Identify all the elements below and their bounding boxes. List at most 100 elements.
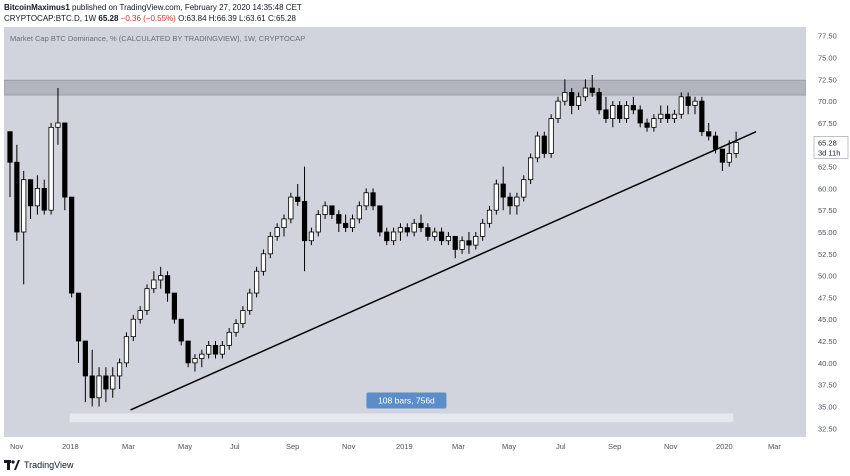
trendline[interactable] [130, 130, 757, 411]
candle-down [301, 201, 308, 242]
candle-down [103, 375, 109, 390]
price-tick-label: 55.00 [818, 228, 837, 237]
candle-down [89, 375, 95, 399]
candle-up [253, 270, 260, 294]
candle-down [665, 113, 671, 119]
candle-down [507, 196, 513, 207]
time-tick-label: Nov [342, 442, 356, 451]
candle-down [62, 122, 68, 198]
price-tick-label: 32.50 [818, 424, 837, 433]
candle-up [48, 126, 54, 211]
candle-up [260, 253, 267, 272]
candle-down [712, 135, 719, 150]
candle-down [418, 222, 424, 229]
candle-up [315, 214, 321, 233]
candle-down [719, 148, 726, 163]
candle-down [370, 192, 376, 207]
price-tick-label: 77.50 [818, 32, 837, 41]
candle-down [617, 105, 623, 119]
candle-up [206, 345, 212, 355]
candle-up [671, 113, 678, 119]
price-tick-label: 42.50 [818, 337, 837, 346]
time-tick-label: Mar [122, 442, 135, 451]
time-tick-label: Sep [286, 442, 299, 451]
range-label-box [366, 392, 447, 409]
candle-down [295, 196, 301, 202]
price-tick-label: 57.50 [818, 206, 837, 215]
chart-title: Market Cap BTC Dominance, % (CALCULATED … [10, 34, 305, 43]
time-tick-label: 2018 [62, 442, 79, 451]
price-axis[interactable]: 77.5075.0072.5070.0067.5065.0062.5060.00… [806, 27, 850, 437]
price-tick-label: 37.50 [818, 381, 837, 390]
tradingview-brand[interactable]: TradingView [24, 460, 74, 470]
time-tick-label: 2019 [396, 442, 413, 451]
change-value: −0.36 (−0.55%) [120, 14, 176, 23]
candles-group [7, 74, 739, 407]
countdown-label: 3d 11h [818, 148, 840, 157]
candle-up [493, 183, 499, 211]
candle-up [521, 179, 527, 198]
candle-up [192, 358, 198, 364]
last-price-tag [813, 136, 849, 159]
candle-up [548, 118, 554, 154]
candle-up [322, 205, 328, 215]
candle-up [534, 135, 541, 159]
candle-up [55, 122, 61, 128]
chart-header: BitcoinMaximus1 published on TradingView… [4, 2, 846, 26]
candle-up [726, 153, 732, 163]
candle-down [637, 109, 643, 124]
candle-down [569, 92, 575, 106]
candlestick-chart[interactable]: 108 bars, 756d Market Cap BTC Dominance,… [4, 27, 806, 437]
price-tick-label: 70.00 [818, 97, 837, 106]
candle-up [144, 288, 150, 311]
candle-up [158, 275, 164, 281]
chart-plot-area[interactable]: 108 bars, 756d Market Cap BTC Dominance,… [4, 27, 806, 437]
candle-down [41, 187, 47, 211]
candle-up [123, 336, 130, 364]
candle-up [623, 105, 630, 119]
footer: TradingView [4, 457, 74, 473]
candle-up [411, 222, 417, 233]
candle-up [21, 179, 27, 233]
candle-down [343, 222, 349, 229]
candle-down [596, 92, 602, 111]
price-tick-label: 60.00 [818, 184, 837, 193]
price-tick-label: 47.50 [818, 293, 837, 302]
time-tick-label: Mar [452, 442, 465, 451]
candle-up [240, 310, 246, 324]
candle-down [541, 135, 547, 154]
price-tick-label: 72.50 [818, 75, 837, 84]
range-label: 108 bars, 756d [378, 396, 435, 406]
candle-down [706, 131, 712, 137]
candle-down [27, 179, 34, 207]
candle-down [212, 345, 219, 355]
candle-up [96, 375, 102, 399]
candle-up [658, 113, 664, 119]
candle-down [14, 161, 20, 233]
candle-up [486, 209, 493, 224]
candle-down [589, 87, 595, 93]
price-axis-svg: 77.5075.0072.5070.0067.5065.0062.5060.00… [813, 32, 849, 433]
price-tick-label: 52.50 [818, 250, 837, 259]
time-tick-label: 2020 [716, 442, 733, 451]
candle-up [575, 96, 582, 106]
candle-up [267, 235, 273, 255]
candle-down [69, 196, 75, 294]
time-axis[interactable]: Nov 2018 Mar May Jul Sep Nov 2019 Mar May Jul Sep No… [4, 437, 806, 455]
price-tick-label: 62.50 [818, 163, 837, 172]
candle-down [171, 292, 177, 320]
time-tick-label: Nov [664, 442, 678, 451]
candle-down [603, 109, 609, 119]
candle-down [185, 340, 191, 364]
candle-up [308, 231, 315, 242]
candle-down [466, 240, 472, 246]
candle-up [117, 362, 123, 377]
candle-down [178, 318, 184, 342]
candle-down [630, 105, 636, 111]
time-axis-svg: Nov 2018 Mar May Jul Sep Nov 2019 Mar May Jul Sep No… [10, 442, 781, 451]
time-tick-label: May [178, 442, 192, 451]
author-name[interactable]: BitcoinMaximus1 [4, 3, 70, 12]
candle-up [528, 157, 534, 181]
time-tick-label: Nov [10, 442, 24, 451]
price-tick-label: 50.00 [818, 272, 837, 281]
